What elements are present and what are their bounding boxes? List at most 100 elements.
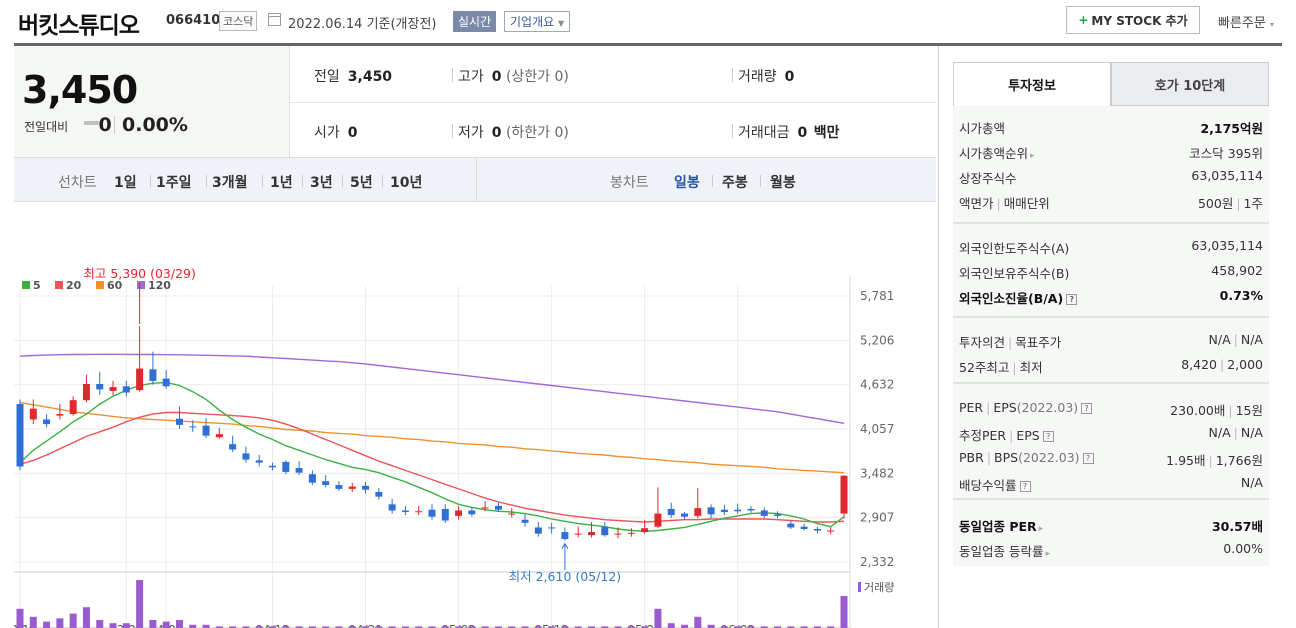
industry-per-text: 동일업종 PER bbox=[959, 519, 1037, 534]
candle-body bbox=[734, 509, 742, 512]
target-text: 목표주가 bbox=[1015, 335, 1062, 350]
tab-1year[interactable]: 1년 bbox=[270, 175, 293, 191]
candlestick-chart[interactable]: 5,781 5,206 4,632 4,057 3,482 2,907 2,332 03/17… bbox=[14, 202, 936, 628]
y-tick-label: 4,057 bbox=[860, 422, 894, 436]
industry-rate-row[interactable]: 동일업종 등락률 ▸ 0.00% bbox=[959, 541, 1263, 563]
volume-bar bbox=[348, 626, 356, 628]
foreign-limit-row: 외국인한도주식수(A) 63,035,114 bbox=[959, 238, 1263, 260]
candle-body bbox=[16, 404, 24, 467]
prev-close-label: 전일 bbox=[314, 69, 340, 85]
info-block-industry: 동일업종 PER ▸ 30.57배 동일업종 등락률 ▸ 0.00% bbox=[953, 500, 1269, 566]
volume-bar bbox=[521, 626, 529, 628]
dividend-text: 배당수익률 bbox=[959, 478, 1017, 493]
tab-orderbook-10[interactable]: 호가 10단계 bbox=[1111, 62, 1269, 106]
candle-body bbox=[136, 368, 144, 391]
tab-weekly-candle[interactable]: 주봉 bbox=[722, 175, 748, 191]
divider bbox=[732, 124, 733, 138]
divider bbox=[732, 68, 733, 82]
help-icon[interactable]: ? bbox=[1082, 453, 1094, 464]
y-tick-label: 2,907 bbox=[860, 511, 894, 525]
tab-3month[interactable]: 3개월 bbox=[212, 175, 248, 191]
high-value: 0 bbox=[491, 69, 502, 85]
divider bbox=[342, 175, 343, 187]
help-icon[interactable]: ? bbox=[1066, 294, 1078, 305]
divider: | bbox=[986, 400, 991, 415]
change-percent: 0.00% bbox=[122, 114, 188, 136]
pbr-row: PBR | BPS(2022.03)? 1.95배 | 1,766원 bbox=[959, 450, 1263, 472]
candle-body bbox=[667, 508, 675, 516]
candle-body bbox=[415, 511, 423, 513]
volume-bar bbox=[441, 626, 449, 628]
per-date: (2022.03) bbox=[1016, 400, 1079, 415]
high-price: 고가 0 (상한가 0) bbox=[458, 66, 569, 86]
tab-10year[interactable]: 10년 bbox=[390, 175, 423, 191]
candle-body bbox=[787, 523, 795, 528]
help-icon[interactable]: ? bbox=[1019, 481, 1031, 492]
listed-shares-label: 상장주식수 bbox=[959, 171, 1017, 186]
par-value-label: 액면가 | 매매단위 bbox=[959, 193, 1050, 212]
tab-daily-candle[interactable]: 일봉 bbox=[674, 175, 700, 191]
volume-bar bbox=[388, 626, 396, 628]
company-overview-dropdown[interactable]: 기업개요 ▼ bbox=[504, 11, 571, 32]
market-cap-rank-row[interactable]: 시가총액순위 ▸ 코스닥 395위 bbox=[959, 143, 1263, 165]
foreign-rate-row: 외국인소진율(B/A)? 0.73% bbox=[959, 288, 1263, 310]
legend-label: 5 bbox=[33, 279, 41, 292]
right-tabs: 투자정보 호가 10단계 bbox=[953, 62, 1269, 106]
eps-text: EPS bbox=[993, 400, 1017, 415]
chevron-down-icon: ▾ bbox=[1269, 20, 1274, 29]
candle-body bbox=[747, 508, 755, 511]
candle-body bbox=[654, 513, 662, 527]
volume-bar bbox=[840, 596, 848, 628]
candle-body bbox=[308, 474, 316, 483]
volume-bar bbox=[109, 623, 117, 628]
candle-body bbox=[481, 507, 489, 509]
per-text: PER bbox=[959, 400, 984, 415]
realtime-button[interactable]: 실시간 bbox=[453, 11, 497, 32]
info-block-opinion: 투자의견 | 목표주가 N/A | N/A 52주최고 | 최저 8,420 | 2,000 bbox=[953, 318, 1269, 382]
volume-label: 거래량 bbox=[738, 69, 777, 85]
candle-body bbox=[468, 510, 476, 515]
volume-bar bbox=[428, 626, 436, 628]
candle-body bbox=[215, 434, 223, 438]
x-tick-label: 04/21 bbox=[348, 623, 383, 628]
tab-investment-info[interactable]: 투자정보 bbox=[953, 62, 1111, 106]
change-value: ══0 bbox=[84, 114, 112, 136]
tab-5year[interactable]: 5년 bbox=[350, 175, 373, 191]
tab-monthly-candle[interactable]: 월봉 bbox=[770, 175, 796, 191]
volume-bar bbox=[587, 626, 595, 628]
quick-order-link[interactable]: 빠른주문 ▾ bbox=[1218, 12, 1274, 31]
help-icon[interactable]: ? bbox=[1042, 431, 1054, 442]
candle-body bbox=[269, 465, 277, 468]
x-tick-label: 05/23 bbox=[627, 623, 662, 628]
help-icon[interactable]: ? bbox=[1081, 403, 1093, 414]
base-date: 2022.06.14 기준(개장전) bbox=[288, 17, 437, 32]
volume-bar bbox=[282, 626, 290, 628]
current-price: 3,450 bbox=[22, 68, 138, 112]
par-value: 500원 bbox=[1197, 196, 1234, 211]
divider bbox=[114, 116, 115, 134]
tab-1day[interactable]: 1일 bbox=[114, 175, 137, 191]
divider: | bbox=[1233, 425, 1238, 440]
add-my-stock-button[interactable]: + MY STOCK 추가 bbox=[1066, 6, 1200, 34]
legend-label: 60 bbox=[107, 279, 123, 292]
volume-bar bbox=[175, 620, 183, 628]
candle-body bbox=[82, 383, 90, 401]
tab-1week[interactable]: 1주일 bbox=[156, 175, 192, 191]
candle-body bbox=[601, 526, 609, 536]
tab-3year[interactable]: 3년 bbox=[310, 175, 333, 191]
x-tick-label: 05/02 bbox=[441, 623, 476, 628]
industry-per-row[interactable]: 동일업종 PER ▸ 30.57배 bbox=[959, 516, 1263, 538]
dividend-value: N/A bbox=[1240, 475, 1263, 490]
candle-body bbox=[627, 532, 635, 534]
line-chart-label: 선차트 bbox=[58, 175, 97, 191]
quick-order-label: 빠른주문 bbox=[1218, 16, 1266, 31]
change-value-text: 0 bbox=[98, 114, 112, 136]
y-tick-label: 2,332 bbox=[860, 555, 894, 569]
divider: | bbox=[1009, 428, 1014, 443]
calendar-icon bbox=[268, 13, 281, 26]
market-badge: 코스닥 bbox=[219, 11, 258, 31]
dividend-row: 배당수익률? N/A bbox=[959, 475, 1263, 497]
candle-body bbox=[401, 510, 409, 513]
per-value: 230.00배 | 15원 bbox=[1170, 400, 1263, 419]
foreign-limit-value: 63,035,114 bbox=[1191, 238, 1263, 253]
